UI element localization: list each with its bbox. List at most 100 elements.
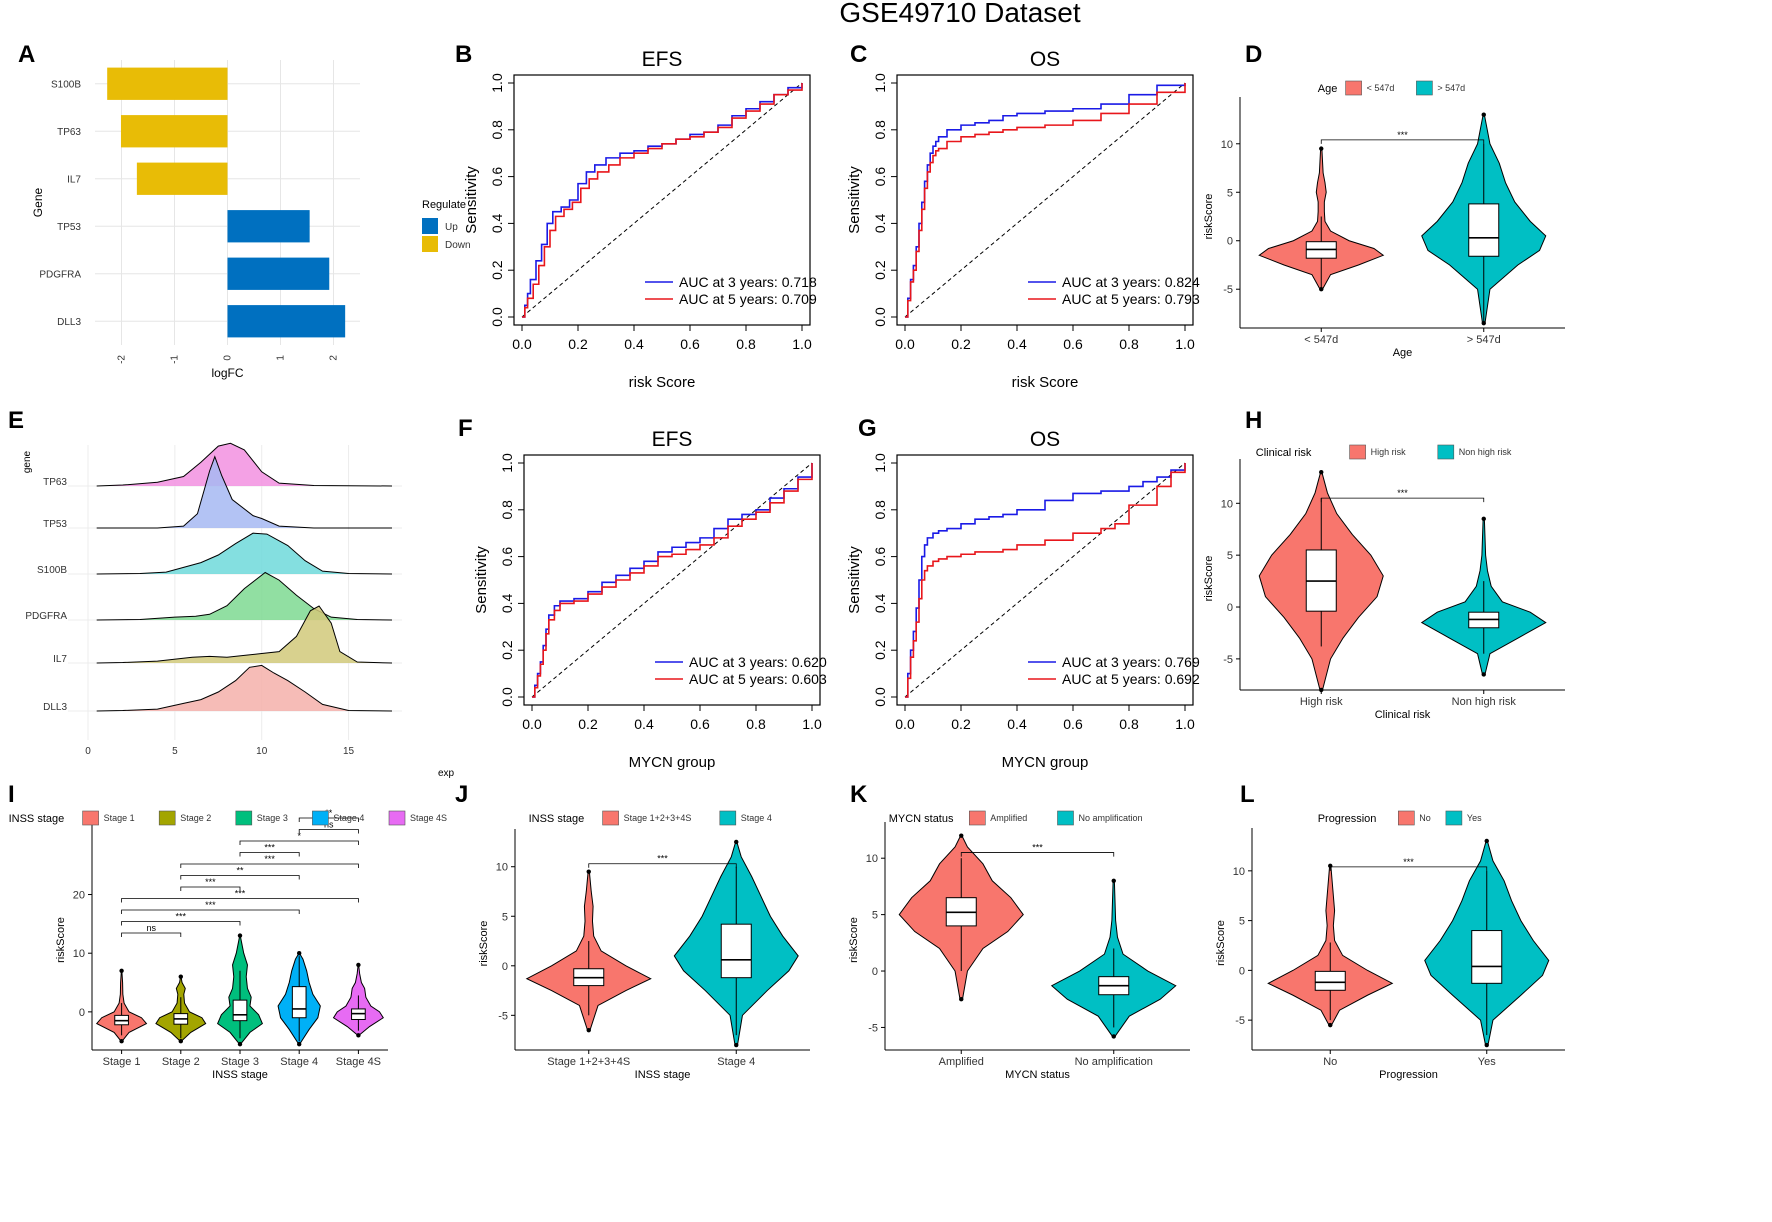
y-axis-label: riskScore [1215, 920, 1227, 966]
outlier-point [1111, 878, 1116, 883]
y-tick-label: 1.0 [499, 453, 515, 473]
y-tick-label: TP63 [57, 127, 81, 138]
x-tick-label: 0 [85, 746, 91, 757]
significance-bracket [180, 863, 359, 868]
legend-key [1349, 444, 1366, 460]
legend-key [719, 810, 737, 826]
y-tick-label: -5 [1223, 654, 1233, 666]
x-tick-label: 0.6 [1063, 336, 1083, 352]
significance-label: *** [205, 877, 216, 887]
x-tick-label: 0.8 [1119, 336, 1139, 352]
x-tick-label: 0.4 [1007, 716, 1027, 732]
x-tick-label: 1.0 [1175, 716, 1195, 732]
x-tick-label: 10 [256, 746, 268, 757]
x-tick-label: 0.0 [522, 716, 542, 732]
x-tick-label: 0.8 [736, 336, 756, 352]
significance-label: *** [1403, 857, 1414, 867]
outlier-point [119, 968, 124, 973]
x-axis-label: risk Score [629, 374, 696, 391]
y-tick-label: 0.0 [872, 687, 888, 707]
y-tick-label: 10 [73, 948, 85, 960]
legend-label: High risk [1371, 447, 1407, 457]
x-tick-label: No amplification [1075, 1056, 1153, 1068]
ridge-outline [96, 455, 392, 529]
y-tick-label: 0.0 [489, 307, 505, 327]
outlier-point [1481, 516, 1486, 522]
legend-label: > 547d [1437, 83, 1465, 93]
legend-key [235, 810, 253, 826]
legend-key [1398, 810, 1415, 826]
x-tick-label: 0.2 [568, 336, 588, 352]
outlier-point [734, 1042, 739, 1048]
y-tick-label: -5 [868, 1022, 878, 1034]
significance-label: ns [324, 820, 334, 830]
chart-title: OS [1030, 428, 1060, 451]
y-tick-label: 0.8 [489, 120, 505, 140]
x-axis-label: risk Score [1012, 374, 1079, 391]
x-tick-label: Stage 1+2+3+4S [547, 1056, 630, 1068]
panel-B: B EFS 0.0 0.2 0.4 0.6 0.8 1.0 0.0 0.2 0.4 0.6 0.8 1.0… [455, 41, 817, 391]
significance-bracket [239, 840, 359, 845]
y-tick-label: -5 [498, 1010, 508, 1022]
y-tick-label: 0.6 [872, 167, 888, 187]
outlier-point [1319, 146, 1324, 151]
bar [227, 210, 310, 243]
legend-title: Age [1318, 83, 1338, 95]
legend-label: Non high risk [1459, 447, 1512, 457]
significance-label: * [297, 831, 301, 841]
x-tick-label: -1 [170, 355, 181, 364]
x-tick-label: 0.8 [1119, 716, 1139, 732]
x-axis-label: Progression [1379, 1069, 1438, 1081]
y-tick-label: IL7 [53, 654, 67, 665]
legend-label: Down [445, 240, 471, 251]
y-tick-label: 0 [1227, 602, 1233, 614]
legend-label: AUC at 5 years: 0.692 [1062, 671, 1200, 687]
y-tick-label: 0.4 [872, 213, 888, 233]
y-tick-label: 0.6 [489, 167, 505, 187]
x-tick-label: 0.4 [624, 336, 644, 352]
legend-label: No [1419, 813, 1431, 823]
significance-label: ** [325, 808, 333, 818]
legend-title: Progression [1318, 813, 1377, 825]
y-tick-label: 0.2 [872, 640, 888, 660]
y-tick-label: 0.0 [872, 307, 888, 327]
legend-key [82, 810, 99, 826]
y-tick-label: 0 [79, 1007, 85, 1019]
x-tick-label: Stage 3 [221, 1056, 259, 1068]
bar [227, 305, 346, 338]
y-tick-label: 10 [496, 862, 508, 874]
y-tick-label: 0.0 [499, 687, 515, 707]
significance-label: ** [236, 866, 244, 876]
outlier-point [586, 1027, 591, 1033]
significance-label: *** [205, 900, 216, 910]
ridge-area [96, 456, 392, 528]
roc-curve-3-years [905, 463, 1186, 698]
y-axis-label: Sensitivity [473, 546, 490, 614]
x-tick-label: Amplified [939, 1056, 984, 1068]
bar [107, 67, 228, 100]
panel-C: C OS 0.0 0.2 0.4 0.6 0.8 1.0 0.0 0.2 0.4 0.6 0.8 1.0 r… [846, 41, 1200, 391]
y-tick-label: 5 [1227, 550, 1233, 562]
legend-label: Up [445, 222, 458, 233]
x-tick-label: 0.2 [951, 716, 971, 732]
outlier-point [1319, 469, 1324, 475]
outlier-point [1328, 1022, 1333, 1028]
panel-label: A [18, 41, 35, 68]
ridge-outline [96, 532, 393, 575]
y-axis-label: Gene [31, 187, 45, 217]
y-tick-label: TP63 [43, 477, 67, 488]
y-tick-label: 0.2 [489, 260, 505, 280]
panel-E: E TP63 TP53 S100B PDGFRA IL7 DLL3 0 5 10 15 exp gene [8, 407, 454, 779]
x-tick-label: Stage 1 [103, 1056, 141, 1068]
legend-label: Stage 2 [180, 813, 211, 823]
significance-label: *** [176, 912, 187, 922]
panel-label: D [1245, 41, 1262, 68]
legend-key [388, 810, 406, 826]
outlier-point [1484, 1042, 1489, 1048]
outlier-point [297, 951, 302, 956]
panel-label: L [1240, 781, 1255, 808]
y-tick-label: PDGFRA [39, 269, 81, 280]
ridge-outline [96, 605, 393, 664]
chart-title: EFS [652, 428, 693, 451]
x-tick-label: 0.6 [690, 716, 710, 732]
